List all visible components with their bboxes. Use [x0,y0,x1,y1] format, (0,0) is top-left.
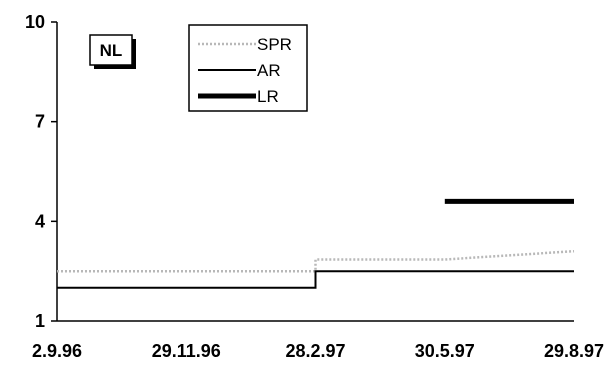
series-layer [57,198,575,289]
y-tick-label: 4 [35,211,45,231]
x-tick-label: 28.2.97 [285,341,345,361]
x-tick-label: 29.11.96 [152,341,221,361]
series-line-spr [57,249,575,273]
x-tick-label: 29.8.97 [544,341,604,361]
badge-box [89,34,133,66]
legend: SPR AR LR [188,24,308,112]
series-line-ar [57,270,574,289]
badge: NL [89,34,136,69]
y-tick-label: 10 [25,12,45,32]
legend-label-ar: AR [257,61,281,80]
badge-label: NL [100,41,123,60]
axes: 1 4 7 10 2.9.96 29.11.96 28.2.97 30.5.97 29.8.97 [25,12,604,361]
y-tick-label: 7 [35,112,45,132]
x-tick-label: 30.5.97 [415,341,475,361]
legend-label-lr: LR [257,87,279,106]
legend-label-spr: SPR [257,35,292,54]
y-tick-label: 1 [35,311,45,331]
x-tick-label: 2.9.96 [32,341,82,361]
